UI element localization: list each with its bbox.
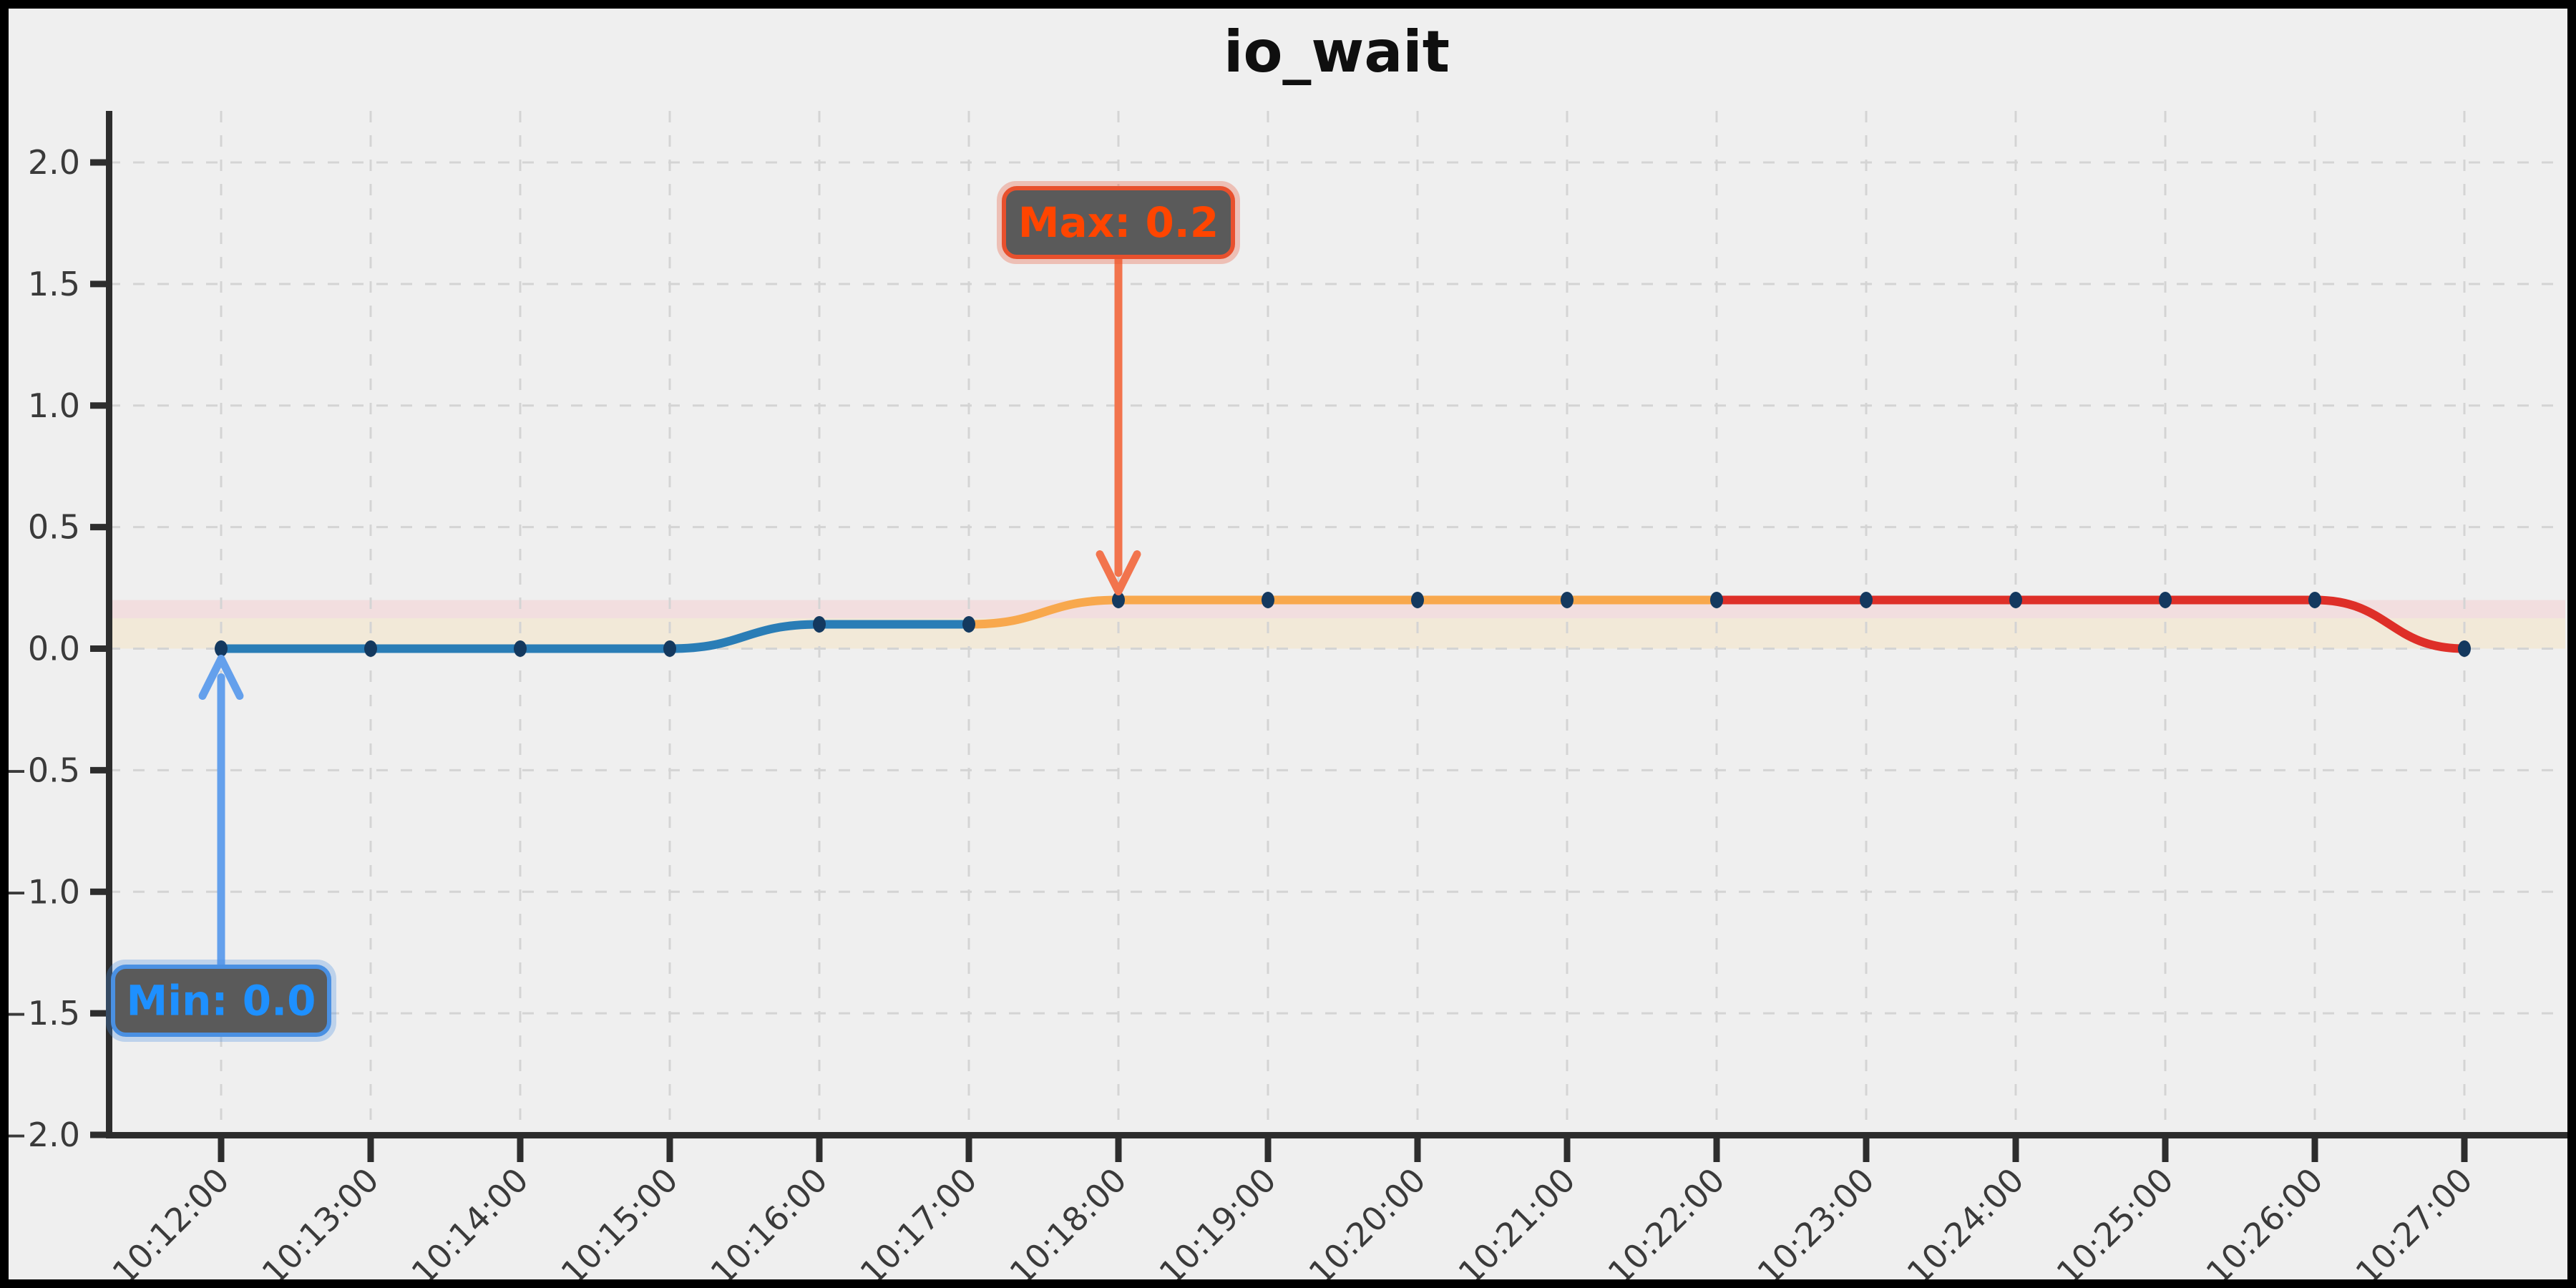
line-late-high-segment bbox=[1712, 595, 2469, 653]
data-point-marker bbox=[1112, 592, 1125, 609]
data-point-marker bbox=[1860, 592, 1873, 609]
data-point-marker bbox=[1710, 592, 1723, 609]
chart-title: io_wait bbox=[1224, 19, 1450, 85]
data-point-marker bbox=[2308, 592, 2321, 609]
y-tick-label: −2.0 bbox=[0, 1116, 80, 1154]
data-point-marker bbox=[2458, 640, 2471, 657]
min-annotation-box bbox=[111, 965, 331, 1037]
data-point-marker bbox=[215, 640, 228, 657]
y-tick-label: −1.0 bbox=[0, 872, 80, 911]
data-point-marker bbox=[1262, 592, 1274, 609]
data-point-marker bbox=[514, 640, 527, 657]
data-point-marker bbox=[2159, 592, 2172, 609]
data-point-marker bbox=[1411, 592, 1424, 609]
max-annotation-label: Max: 0.2 bbox=[1018, 198, 1219, 247]
y-tick-label: 2.0 bbox=[28, 143, 80, 182]
y-tick-label: 0.5 bbox=[28, 508, 80, 547]
y-tick-label: 1.0 bbox=[28, 386, 80, 425]
min-annotation-arrowhead bbox=[198, 655, 244, 700]
max-annotation-box bbox=[1002, 186, 1235, 259]
y-tick-label: 0.0 bbox=[28, 630, 80, 668]
min-annotation-label: Min: 0.0 bbox=[126, 977, 316, 1025]
data-point-marker bbox=[364, 640, 377, 657]
y-tick-label: −1.5 bbox=[0, 994, 80, 1033]
threshold-band-lower-band bbox=[109, 618, 2565, 649]
line-rising-segment bbox=[965, 595, 1721, 629]
data-point-marker bbox=[813, 616, 826, 633]
data-point-marker bbox=[1561, 592, 1574, 609]
data-point-marker bbox=[663, 640, 676, 657]
max-annotation-arrowhead bbox=[1096, 550, 1141, 596]
data-point-marker bbox=[2009, 592, 2022, 609]
data-point-marker bbox=[962, 616, 975, 633]
y-tick-label: 1.5 bbox=[28, 265, 80, 303]
y-tick-label: −0.5 bbox=[0, 751, 80, 789]
